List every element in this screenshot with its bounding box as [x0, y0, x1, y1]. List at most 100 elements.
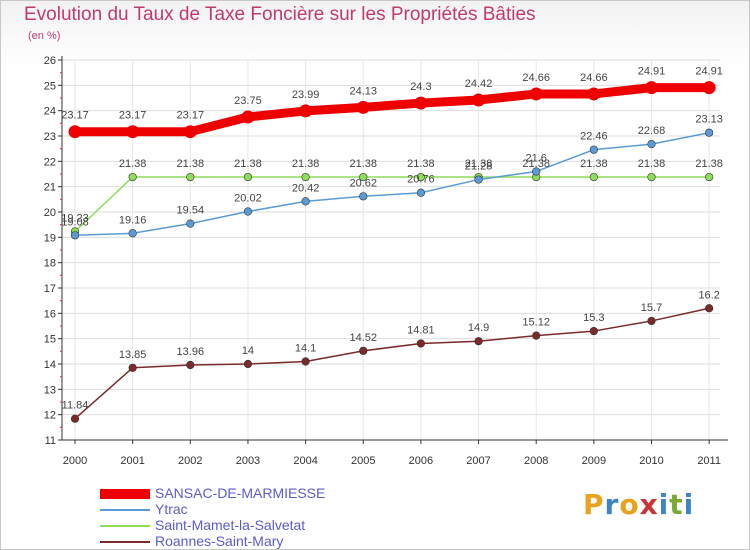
data-point	[472, 93, 486, 107]
data-label: 19.23	[61, 213, 89, 225]
data-label: 14.52	[349, 332, 377, 344]
data-point	[529, 87, 543, 101]
data-point	[359, 172, 368, 182]
logo-letter: P	[583, 488, 605, 521]
x-tick-label: 2004	[293, 455, 317, 467]
data-point	[70, 231, 80, 240]
data-point	[186, 219, 195, 228]
data-label: 19.08	[61, 216, 89, 228]
chart-title: Evolution du Taux de Taxe Foncière sur l…	[24, 4, 536, 25]
data-label: 19.16	[119, 214, 147, 226]
data-label: 23.75	[234, 95, 262, 107]
data-point	[416, 188, 426, 197]
logo-letter: i	[683, 488, 695, 521]
data-point	[128, 363, 137, 372]
legend-label: SANSAC-DE-MARMIESSE	[155, 485, 326, 501]
data-point	[301, 357, 310, 366]
proxiti-logo: Proxiti	[583, 488, 694, 521]
data-label: 22.46	[580, 131, 608, 143]
data-label: 21.38	[580, 158, 608, 170]
data-label: 20.42	[292, 182, 320, 194]
data-point	[356, 100, 370, 114]
data-label: 21.38	[407, 158, 435, 170]
data-point	[474, 175, 483, 184]
y-tick-label: 22	[44, 156, 56, 168]
y-tick-label: 17	[44, 283, 56, 295]
legend-label: Ytrac	[155, 501, 188, 517]
x-tick-label: 2011	[697, 455, 721, 467]
data-point	[647, 172, 656, 182]
x-tick-label: 2007	[466, 455, 490, 467]
data-label: 20.02	[234, 192, 262, 204]
data-label: 14.81	[407, 324, 435, 336]
chart-subtitle: (en %)	[28, 30, 61, 42]
data-label: 21.38	[349, 158, 377, 170]
data-label: 20.62	[349, 177, 377, 189]
data-label: 15.3	[583, 312, 604, 324]
y-tick-label: 19	[44, 232, 56, 244]
data-label: 14.1	[295, 342, 316, 354]
data-point	[243, 359, 253, 369]
series-line-roannes-saint-mary	[74, 307, 710, 420]
x-tick-label: 2005	[351, 455, 375, 467]
logo-letter: o	[619, 488, 640, 521]
data-point	[241, 110, 255, 124]
legend-swatch	[100, 525, 150, 527]
data-label: 14	[242, 345, 254, 357]
data-label: 21.38	[292, 158, 320, 170]
data-point	[128, 172, 137, 182]
data-label: 20.76	[407, 174, 435, 186]
legend-swatch	[100, 541, 150, 543]
data-label: 21.38	[465, 158, 493, 170]
legend-label: Roannes-Saint-Mary	[155, 533, 284, 549]
data-point	[301, 172, 310, 182]
data-label: 23.17	[177, 110, 205, 122]
data-point	[128, 229, 137, 238]
data-point	[414, 96, 428, 110]
data-label: 21.28	[465, 161, 493, 173]
data-point	[705, 172, 714, 182]
data-label: 24.91	[638, 66, 666, 78]
data-label: 13.96	[177, 346, 205, 358]
x-tick-label: 2003	[236, 455, 260, 467]
data-point	[359, 192, 368, 201]
data-label: 21.38	[177, 158, 205, 170]
data-label: 23.13	[695, 114, 723, 126]
data-point	[587, 87, 601, 101]
y-tick-label: 18	[44, 258, 56, 270]
legend-label: Saint-Mamet-la-Salvetat	[155, 517, 306, 533]
x-tick-label: 2002	[178, 455, 202, 467]
logo-letter: r	[604, 488, 620, 521]
data-label: 19.54	[177, 205, 205, 217]
logo-letter: t	[669, 488, 684, 521]
logo-letter: x	[639, 488, 659, 521]
data-point	[359, 346, 368, 355]
series-line-sansac-de-marmiesse	[75, 83, 710, 137]
data-label: 15.12	[522, 317, 550, 329]
data-point	[416, 339, 426, 348]
data-point	[186, 172, 195, 182]
data-label: 21.38	[119, 158, 147, 170]
data-point	[416, 172, 426, 182]
logo-letter: i	[658, 488, 670, 521]
data-label: 21.6	[525, 152, 546, 164]
data-point	[589, 145, 598, 154]
data-point	[183, 125, 197, 139]
x-tick-label: 2010	[639, 455, 663, 467]
data-label: 11.84	[62, 400, 89, 412]
data-label: 21.38	[695, 158, 723, 170]
y-tick-label: 13	[44, 384, 56, 396]
y-tick-label: 26	[44, 55, 56, 67]
data-label: 13.85	[119, 349, 147, 361]
y-tick-label: 24	[44, 106, 56, 118]
data-point	[647, 140, 656, 149]
data-point	[589, 326, 598, 336]
legend-swatch	[100, 509, 150, 511]
data-label: 24.3	[410, 81, 431, 93]
data-point	[68, 125, 82, 139]
y-tick-label: 14	[44, 359, 56, 371]
x-tick-label: 2009	[582, 455, 606, 467]
y-tick-label: 11	[45, 435, 56, 447]
data-label: 23.99	[292, 89, 320, 101]
data-label: 21.38	[522, 158, 550, 170]
